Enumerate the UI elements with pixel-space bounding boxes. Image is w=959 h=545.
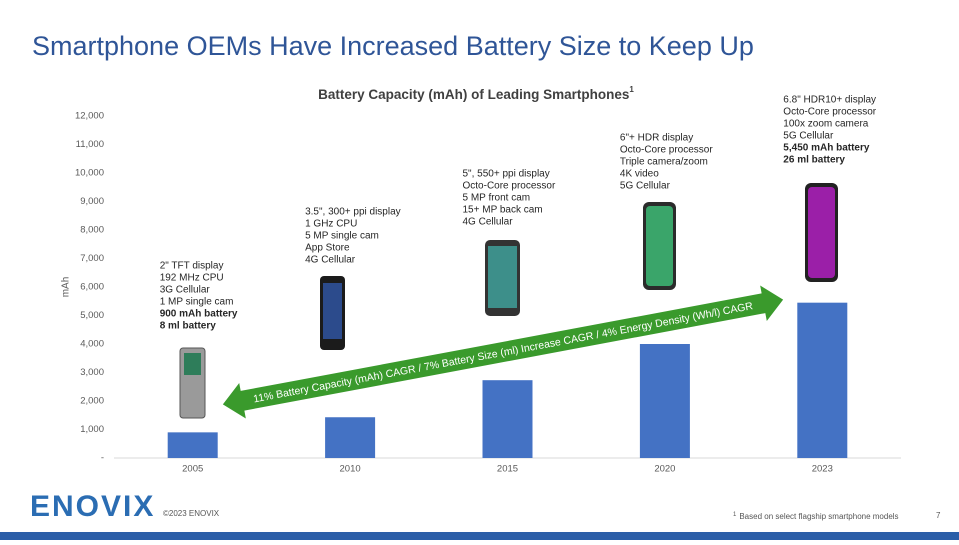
annotation-line: 5 MP single cam xyxy=(305,231,379,242)
annotation-line: 192 MHz CPU xyxy=(160,273,224,284)
annotation-line: 3G Cellular xyxy=(160,285,211,296)
y-tick-label: 12,000 xyxy=(75,111,104,122)
copyright: ©2023 ENOVIX xyxy=(163,509,220,518)
annotation-line: 5", 550+ ppi display xyxy=(463,169,550,180)
bar xyxy=(639,344,690,458)
footer-bar xyxy=(0,532,959,540)
footnote-marker: 1 xyxy=(733,512,737,518)
plot: - 1,000 2,000 3,000 4,000 5,000 6,000 7,000 8,00… xyxy=(75,111,901,475)
y-axis-label: mAh xyxy=(61,277,72,298)
bar xyxy=(482,380,533,458)
footnote: 1 Based on select flagship smartphone mod… xyxy=(733,512,899,522)
footnote-text: Based on select flagship smartphone mode… xyxy=(739,512,898,521)
chart-title-note: 1 xyxy=(629,85,634,94)
phone-2015-screen xyxy=(488,246,517,308)
y-tick-label: 9,000 xyxy=(80,196,104,207)
y-tick-label: 6,000 xyxy=(80,282,104,293)
phone-2010-screen xyxy=(323,283,342,339)
annotation-line: 1 GHz CPU xyxy=(305,219,357,230)
annotation-line: 1 MP single cam xyxy=(160,297,234,308)
annotation-line: 5G Cellular xyxy=(620,181,671,192)
annotation-line: 100x zoom camera xyxy=(783,119,868,130)
x-tick-label: 2023 xyxy=(812,464,833,475)
phone-2020-screen xyxy=(646,206,673,286)
slide-title: Smartphone OEMs Have Increased Battery S… xyxy=(32,31,754,61)
annotation-line: 4G Cellular xyxy=(463,217,514,228)
annotation-line: Triple camera/zoom xyxy=(620,157,708,168)
x-tick-label: 2005 xyxy=(182,464,203,475)
phone-2023-screen xyxy=(808,187,835,278)
annotation-line: App Store xyxy=(305,243,350,254)
annotation-line: 6.8" HDR10+ display xyxy=(783,95,876,106)
annotation-highlight: 900 mAh battery xyxy=(160,309,238,320)
bar xyxy=(797,302,848,458)
phone-2005-screen xyxy=(184,353,201,375)
chart-title: Battery Capacity (mAh) of Leading Smartp… xyxy=(318,85,634,101)
y-tick-label: 1,000 xyxy=(80,424,104,435)
y-tick-label: 3,000 xyxy=(80,367,104,378)
annotation-line: 5G Cellular xyxy=(783,131,834,142)
y-tick-label: 4,000 xyxy=(80,339,104,350)
annotation-line: 4K video xyxy=(620,169,659,180)
chart-title-text: Battery Capacity (mAh) of Leading Smartp… xyxy=(318,87,629,102)
y-tick-label: 8,000 xyxy=(80,225,104,236)
arrow-shape xyxy=(222,285,784,419)
annotation-line: 2" TFT display xyxy=(160,261,224,272)
y-tick-label: 7,000 xyxy=(80,253,104,264)
annotation-line: 3.5", 300+ ppi display xyxy=(305,207,401,218)
annotation-line: Octo-Core processor xyxy=(783,107,876,118)
annotation-line: 4G Cellular xyxy=(305,255,356,266)
y-tick-label: - xyxy=(101,453,104,464)
phone-images xyxy=(179,183,838,419)
annotation-line: 6"+ HDR display xyxy=(620,133,693,144)
annotation-highlight: 5,450 mAh battery xyxy=(783,143,870,154)
x-tick-label: 2020 xyxy=(654,464,675,475)
y-tick-label: 5,000 xyxy=(80,310,104,321)
page-number: 7 xyxy=(936,511,941,520)
annotation-line: Octo-Core processor xyxy=(463,181,556,192)
x-tick-label: 2015 xyxy=(497,464,518,475)
x-tick-label: 2010 xyxy=(340,464,361,475)
bar xyxy=(167,432,218,458)
y-tick-label: 11,000 xyxy=(76,139,104,150)
logo: ENOVIX xyxy=(30,490,155,523)
annotation-line: 5 MP front cam xyxy=(463,193,531,204)
y-tick-label: 10,000 xyxy=(75,168,104,179)
annotation-highlight: 26 ml battery xyxy=(783,155,845,166)
bar xyxy=(325,417,376,458)
annotation-highlight: 8 ml battery xyxy=(160,321,217,332)
y-tick-label: 2,000 xyxy=(80,396,104,407)
annotation-line: Octo-Core processor xyxy=(620,145,713,156)
annotation-line: 15+ MP back cam xyxy=(463,205,543,216)
